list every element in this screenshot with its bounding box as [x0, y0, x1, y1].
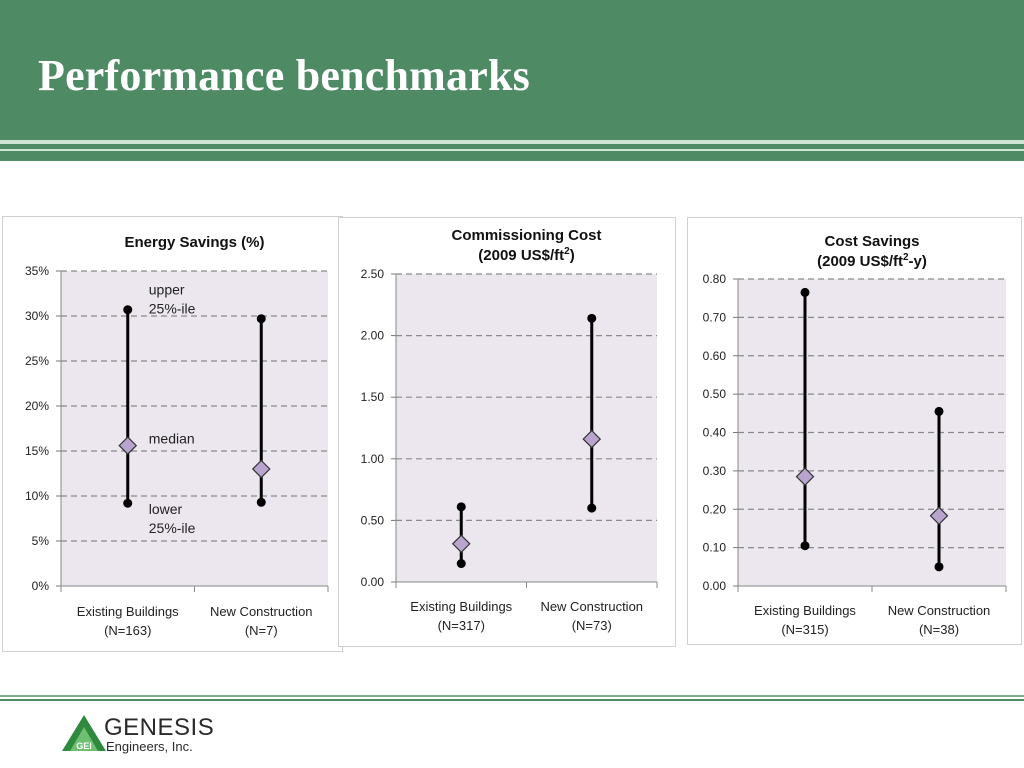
genesis-logo: GEI GENESIS Engineers, Inc.: [62, 714, 214, 754]
banner-stripe-dark-2: [0, 151, 1024, 161]
chart-subtitle: (2009 US$/ft2): [478, 246, 574, 264]
y-tick-label: 25%: [25, 354, 49, 368]
annotation-upper: upper: [149, 282, 185, 298]
upper-quartile-point: [256, 314, 266, 324]
category-count-label: (N=317): [438, 618, 485, 633]
category-label: Existing Buildings: [410, 599, 512, 614]
y-tick-label: 20%: [25, 399, 49, 413]
chart-panel-energy-savings: 0% 5% 10% 15% 20% 25% 30% 35% Energy Savings (%)…: [2, 216, 343, 652]
y-tick-label: 5%: [32, 534, 50, 548]
energy-savings-chart: 0% 5% 10% 15% 20% 25% 30% 35% Energy Savings (%)…: [25, 234, 329, 638]
banner-stripe-light-2: [0, 149, 1024, 151]
median-marker: [582, 429, 602, 449]
banner-stripe-dark: [0, 144, 1024, 149]
y-tick-label: 0.80: [703, 272, 727, 286]
y-tick-label: 0.10: [703, 541, 727, 555]
category-label: New Construction: [210, 604, 313, 619]
upper-quartile-point: [123, 305, 133, 315]
category-count-label: (N=7): [245, 623, 278, 638]
category-count-label: (N=73): [572, 618, 612, 633]
footer-divider-dark: [0, 699, 1024, 701]
y-tick-label: 0.00: [703, 579, 727, 593]
median-marker: [251, 459, 271, 479]
y-tick-label: 2.00: [361, 329, 385, 343]
y-tick-label: 15%: [25, 444, 49, 458]
upper-quartile-point: [800, 287, 810, 297]
banner-stripe-light: [0, 140, 1024, 144]
median-marker: [451, 534, 471, 554]
annotation-lower: lower: [149, 501, 183, 517]
y-tick-label: 0.20: [703, 502, 727, 516]
y-tick-label: 0%: [32, 579, 50, 593]
category-count-label: (N=315): [781, 622, 828, 637]
lower-quartile-point: [123, 498, 133, 508]
chart-title: Cost Savings: [824, 233, 919, 250]
lower-quartile-point: [587, 503, 597, 513]
y-tick-label: 0.40: [703, 426, 727, 440]
lower-quartile-point: [800, 541, 810, 551]
category-label: New Construction: [888, 603, 991, 618]
chart-title: Commissioning Cost: [451, 227, 601, 244]
footer-divider-light: [0, 695, 1024, 697]
y-tick-label: 0.50: [703, 387, 727, 401]
median-marker: [118, 436, 138, 455]
category-label: Existing Buildings: [77, 604, 179, 619]
logo-mark: GEI: [76, 741, 92, 751]
y-tick-label: 2.50: [361, 267, 385, 281]
category-count-label: (N=163): [104, 623, 151, 638]
annotation-median: median: [149, 431, 195, 447]
upper-quartile-point: [456, 502, 466, 512]
commissioning-cost-chart: 0.00 0.50 1.00 1.50 2.00 2.50 Commissioning Co…: [361, 227, 658, 633]
lower-quartile-point: [256, 497, 266, 507]
lower-quartile-point: [456, 559, 466, 569]
cost-savings-chart: 0.00 0.10 0.20 0.30 0.40 0.50 0.60 0.70 0.80 Cost…: [703, 233, 1007, 637]
y-tick-label: 10%: [25, 489, 49, 503]
chart-panel-cost-savings: 0.00 0.10 0.20 0.30 0.40 0.50 0.60 0.70 0.80 Cost…: [687, 217, 1022, 645]
category-count-label: (N=38): [919, 622, 959, 637]
y-tick-label: 1.00: [361, 452, 385, 466]
upper-quartile-point: [587, 313, 597, 323]
y-tick-label: 30%: [25, 309, 49, 323]
chart-subtitle: (2009 US$/ft2-y): [817, 252, 927, 270]
title-banner: Performance benchmarks: [0, 0, 1024, 140]
plot-area: [61, 271, 328, 586]
chart-title: Energy Savings (%): [124, 234, 264, 251]
annotation-lower-2: 25%-ile: [149, 520, 196, 536]
chart-panel-commissioning-cost: 0.00 0.50 1.00 1.50 2.00 2.50 Commissioning Co…: [338, 217, 676, 647]
y-tick-label: 35%: [25, 264, 49, 278]
y-tick-label: 0.30: [703, 464, 727, 478]
category-label: Existing Buildings: [754, 603, 856, 618]
lower-quartile-point: [934, 562, 944, 572]
category-label: New Construction: [540, 599, 643, 614]
logo-name: GENESIS: [104, 714, 214, 741]
median-marker: [929, 506, 949, 526]
upper-quartile-point: [934, 406, 944, 416]
median-marker: [795, 467, 815, 486]
y-tick-label: 0.60: [703, 349, 727, 363]
plot-area: [396, 274, 657, 582]
y-tick-label: 0.00: [361, 575, 385, 589]
y-tick-label: 0.50: [361, 513, 385, 527]
y-tick-label: 0.70: [703, 310, 727, 324]
slide-title: Performance benchmarks: [38, 51, 530, 100]
logo-tagline: Engineers, Inc.: [106, 739, 193, 754]
y-tick-label: 1.50: [361, 390, 385, 404]
annotation-upper-2: 25%-ile: [149, 301, 196, 317]
